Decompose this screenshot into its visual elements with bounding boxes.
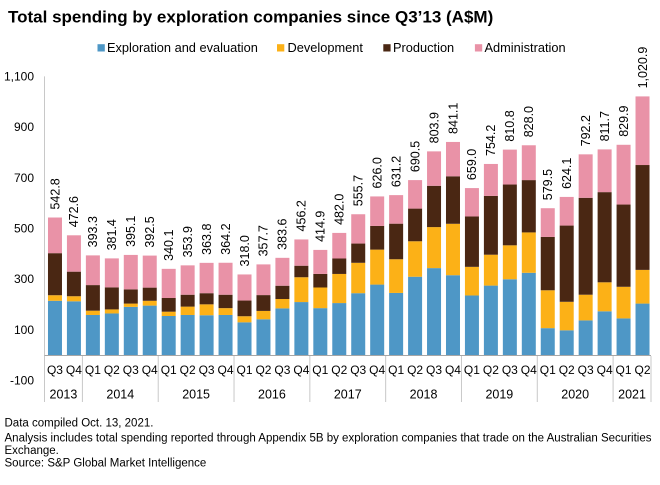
- svg-text:579.5: 579.5: [541, 169, 555, 200]
- svg-text:2018: 2018: [410, 387, 438, 401]
- svg-text:357.7: 357.7: [257, 225, 271, 256]
- svg-text:Administration: Administration: [485, 40, 566, 55]
- svg-text:Q1: Q1: [161, 363, 177, 377]
- svg-text:659.0: 659.0: [465, 149, 479, 180]
- svg-text:Q1: Q1: [312, 363, 328, 377]
- svg-text:Data compiled Oct. 13, 2021.: Data compiled Oct. 13, 2021.: [5, 418, 154, 430]
- svg-text:Analysis includes total spendi: Analysis includes total spending reporte…: [5, 433, 652, 445]
- svg-text:Q3: Q3: [578, 363, 594, 377]
- svg-text:500: 500: [14, 222, 34, 236]
- svg-text:2013: 2013: [50, 387, 78, 401]
- svg-text:318.0: 318.0: [238, 235, 252, 266]
- svg-text:Q1: Q1: [540, 363, 556, 377]
- svg-text:-100: -100: [10, 374, 34, 388]
- svg-text:Production: Production: [393, 40, 454, 55]
- svg-text:Q3: Q3: [199, 363, 215, 377]
- svg-text:Exploration and evaluation: Exploration and evaluation: [107, 40, 258, 55]
- svg-text:2020: 2020: [561, 387, 589, 401]
- svg-text:Exchange.: Exchange.: [5, 445, 59, 457]
- svg-text:Total spending by exploration: Total spending by exploration companies …: [8, 8, 493, 27]
- svg-text:Q1: Q1: [464, 363, 480, 377]
- svg-text:Q3: Q3: [123, 363, 139, 377]
- svg-text:Q1: Q1: [237, 363, 253, 377]
- svg-text:Source: S&P Global Market Inte: Source: S&P Global Market Intelligence: [5, 458, 207, 470]
- svg-text:Q2: Q2: [559, 363, 575, 377]
- svg-text:2019: 2019: [485, 387, 513, 401]
- svg-text:2017: 2017: [334, 387, 362, 401]
- svg-text:Q3: Q3: [350, 363, 366, 377]
- svg-text:Q4: Q4: [521, 363, 537, 377]
- svg-text:2014: 2014: [106, 387, 134, 401]
- svg-text:383.6: 383.6: [276, 219, 290, 250]
- svg-text:381.4: 381.4: [105, 219, 119, 250]
- svg-text:Q4: Q4: [445, 363, 461, 377]
- svg-text:Q4: Q4: [597, 363, 613, 377]
- svg-text:829.9: 829.9: [617, 105, 631, 136]
- svg-text:472.6: 472.6: [67, 196, 81, 227]
- svg-text:395.1: 395.1: [124, 216, 138, 247]
- svg-text:2016: 2016: [258, 387, 286, 401]
- svg-text:700: 700: [14, 171, 34, 185]
- svg-text:353.9: 353.9: [181, 226, 195, 257]
- svg-text:363.8: 363.8: [200, 224, 214, 255]
- svg-text:542.8: 542.8: [48, 178, 62, 209]
- svg-text:Q4: Q4: [293, 363, 309, 377]
- svg-text:Q2: Q2: [104, 363, 120, 377]
- svg-text:Q2: Q2: [635, 363, 651, 377]
- svg-text:2021: 2021: [618, 387, 646, 401]
- svg-text:Development: Development: [288, 40, 364, 55]
- svg-text:Q3: Q3: [502, 363, 518, 377]
- svg-text:810.8: 810.8: [503, 110, 517, 141]
- svg-text:Q2: Q2: [331, 363, 347, 377]
- svg-text:Q1: Q1: [388, 363, 404, 377]
- svg-text:Q1: Q1: [616, 363, 632, 377]
- svg-text:Q4: Q4: [142, 363, 158, 377]
- svg-text:414.9: 414.9: [314, 211, 328, 242]
- svg-text:Q3: Q3: [274, 363, 290, 377]
- svg-text:754.2: 754.2: [484, 125, 498, 156]
- svg-text:Q2: Q2: [180, 363, 196, 377]
- svg-text:Q2: Q2: [407, 363, 423, 377]
- svg-text:100: 100: [14, 323, 34, 337]
- svg-text:340.1: 340.1: [162, 230, 176, 261]
- svg-text:792.2: 792.2: [579, 115, 593, 146]
- svg-text:Q4: Q4: [218, 363, 234, 377]
- svg-text:2015: 2015: [182, 387, 210, 401]
- svg-text:Q3: Q3: [47, 363, 63, 377]
- svg-text:803.9: 803.9: [427, 112, 441, 143]
- svg-text:Q3: Q3: [426, 363, 442, 377]
- svg-text:690.5: 690.5: [408, 141, 422, 172]
- svg-text:Q2: Q2: [483, 363, 499, 377]
- svg-text:482.0: 482.0: [333, 194, 347, 225]
- svg-text:364.2: 364.2: [219, 223, 233, 254]
- svg-text:392.5: 392.5: [143, 216, 157, 247]
- svg-text:626.0: 626.0: [370, 157, 384, 188]
- svg-text:Q2: Q2: [255, 363, 271, 377]
- svg-text:900: 900: [14, 120, 34, 134]
- svg-text:1,020.9: 1,020.9: [636, 47, 650, 89]
- svg-text:Q4: Q4: [369, 363, 385, 377]
- svg-text:555.7: 555.7: [352, 175, 366, 206]
- svg-text:Q1: Q1: [85, 363, 101, 377]
- svg-text:300: 300: [14, 272, 34, 286]
- svg-text:624.1: 624.1: [560, 158, 574, 189]
- svg-text:828.0: 828.0: [522, 106, 536, 137]
- svg-text:631.2: 631.2: [389, 156, 403, 187]
- svg-text:811.7: 811.7: [598, 111, 612, 141]
- svg-text:841.1: 841.1: [446, 103, 460, 134]
- svg-text:393.3: 393.3: [86, 216, 100, 247]
- svg-text:1,100: 1,100: [4, 70, 34, 84]
- svg-text:456.2: 456.2: [295, 200, 309, 231]
- svg-text:Q4: Q4: [66, 363, 82, 377]
